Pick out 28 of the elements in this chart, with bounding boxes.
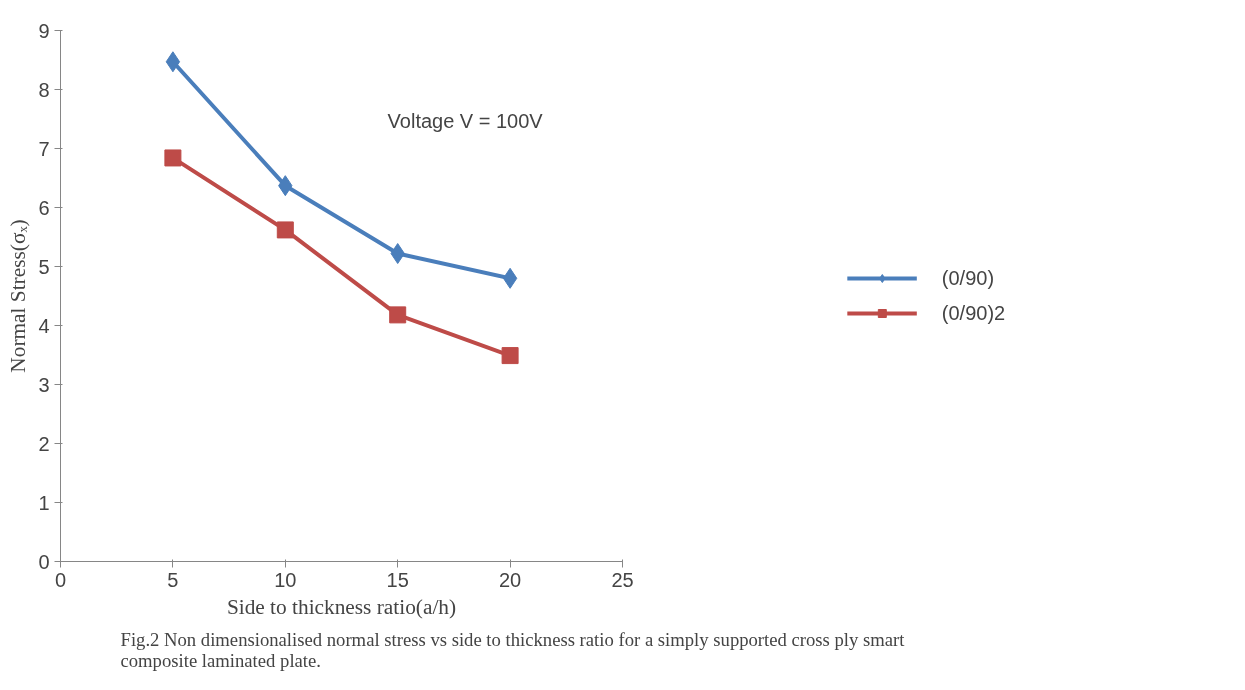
x-axis-title: Side to thickness ratio(a/h) <box>226 594 457 619</box>
legend-label: (0/90) <box>941 266 995 290</box>
caption: Fig.2 Non dimensionalised normal stress vs side to thickness ratio for a simply supported cross ply smart composite laminated plate. <box>120 628 906 671</box>
y-tick-label: 5 <box>38 255 50 278</box>
y-axis-title: Normal Stress(σₓ) <box>6 219 31 373</box>
point <box>501 347 519 365</box>
y-tick-label: 6 <box>38 196 50 219</box>
x-tick-label: 15 <box>386 568 409 591</box>
y-tick-label: 0 <box>38 550 50 573</box>
y-tick-label: 4 <box>38 314 50 337</box>
y-tick-label: 1 <box>38 491 50 514</box>
x-tick-label: 5 <box>167 568 179 591</box>
y-tick-label: 8 <box>38 78 50 101</box>
point <box>389 306 407 324</box>
y-tick-label: 9 <box>38 19 50 42</box>
point <box>276 221 294 239</box>
x-tick-label: 10 <box>274 568 297 591</box>
y-tick-label: 3 <box>38 373 50 396</box>
legend-label: (0/90)2 <box>941 301 1006 325</box>
x-tick-label: 25 <box>611 568 634 591</box>
point <box>164 149 182 167</box>
annotation: Voltage V = 100V <box>387 109 544 132</box>
y-tick-label: 7 <box>38 137 50 160</box>
x-tick-label: 20 <box>498 568 522 591</box>
y-tick-label: 2 <box>38 432 50 455</box>
point <box>165 51 181 73</box>
point <box>502 267 518 289</box>
x-tick-label: 0 <box>54 568 67 591</box>
